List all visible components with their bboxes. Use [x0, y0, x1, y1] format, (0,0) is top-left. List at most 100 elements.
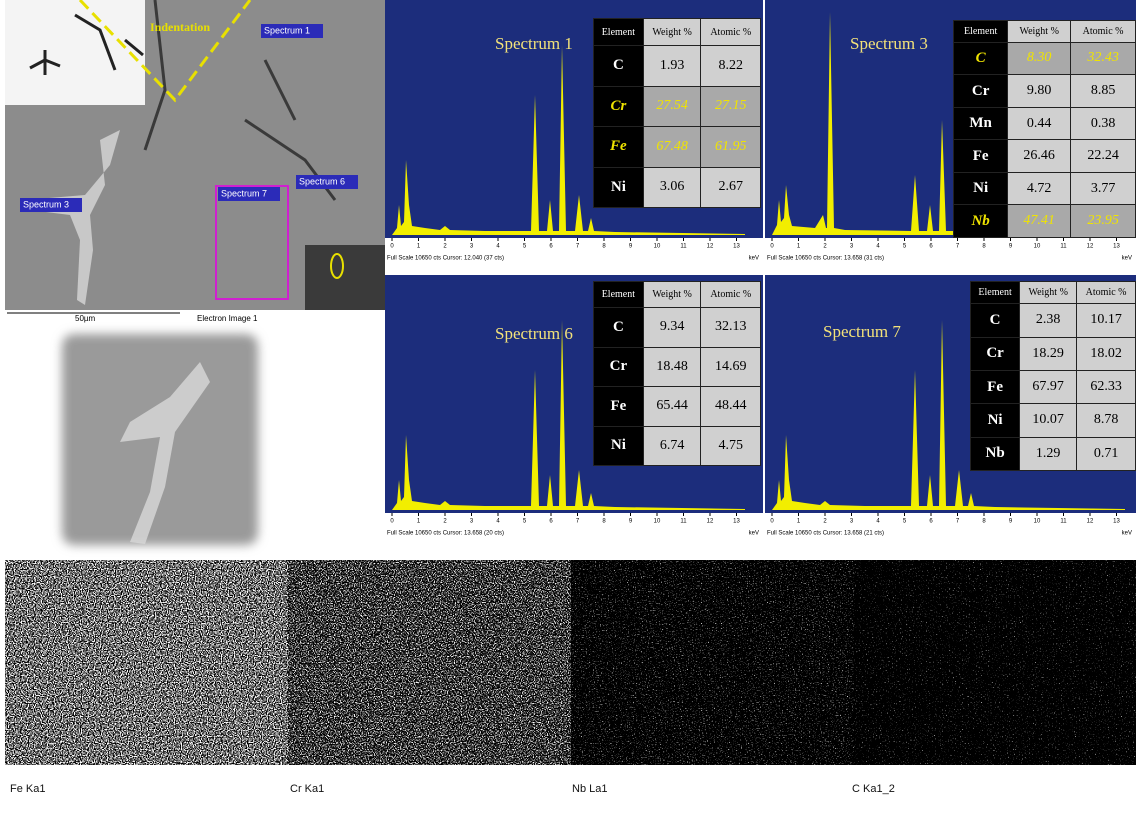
table-header: ElementWeight %Atomic %	[594, 282, 761, 308]
table-cell: 32.43	[1071, 42, 1136, 75]
x-tick-label: 9	[1009, 244, 1013, 250]
header-cell: Element	[594, 19, 644, 46]
x-tick-label: 7	[576, 519, 580, 525]
table-cell: Fe	[594, 127, 644, 168]
spectrum-footer: Full Scale 10650 cts Cursor: 13.658 (20 …	[387, 531, 504, 537]
table-cell: 4.72	[1008, 172, 1071, 205]
map-nb-streak-noise	[571, 560, 854, 765]
header-cell: Element	[954, 21, 1008, 43]
table-cell: Ni	[594, 426, 644, 465]
x-tick-label: 1	[417, 519, 421, 525]
map-nb-streak	[571, 560, 854, 765]
table-cell: 3.06	[643, 167, 701, 208]
indentation-label: Indentation	[150, 20, 210, 34]
table-cell: 22.24	[1071, 140, 1136, 173]
x-tick-label: 3	[850, 519, 854, 525]
x-tick-label: 8	[982, 519, 986, 525]
unit-label: keV	[749, 531, 759, 537]
x-tick-label: 1	[417, 244, 421, 250]
table-cell: 27.15	[701, 86, 761, 127]
x-tick-label: 4	[876, 244, 880, 250]
table-cell: 32.13	[701, 308, 761, 347]
x-tick-label: 8	[602, 244, 606, 250]
table-cell: 4.75	[701, 426, 761, 465]
table-cell: Ni	[971, 404, 1020, 437]
table-header: ElementWeight %Atomic %	[594, 19, 761, 46]
spectrum-footer: Full Scale 10650 cts Cursor: 13.658 (21 …	[767, 531, 884, 537]
unit-label: keV	[1122, 256, 1132, 262]
x-tick-label: 7	[956, 244, 960, 250]
table-row: C2.3810.17	[971, 304, 1136, 337]
table-cell: 18.48	[643, 347, 701, 386]
header-cell: Weight %	[643, 19, 701, 46]
spectrum-panel: Spectrum 3012345678910111213Full Scale 1…	[765, 0, 1136, 265]
table-row: Cr18.2918.02	[971, 337, 1136, 370]
table-cell: 18.29	[1020, 337, 1077, 370]
header-cell: Atomic %	[701, 282, 761, 308]
map-c	[854, 560, 1136, 765]
table-cell: Ni	[954, 172, 1008, 205]
x-tick-label: 10	[1034, 519, 1041, 525]
table-cell: 2.67	[701, 167, 761, 208]
x-tick-label: 5	[903, 519, 907, 525]
x-tick-label: 3	[470, 519, 474, 525]
table-cell: C	[971, 304, 1020, 337]
table-row: Fe65.4448.44	[594, 387, 761, 426]
x-tick-label: 2	[823, 244, 827, 250]
x-tick-label: 9	[1009, 519, 1013, 525]
x-tick-label: 3	[850, 244, 854, 250]
x-tick-label: 12	[1087, 519, 1094, 525]
table-cell: Fe	[594, 387, 644, 426]
x-tick-label: 8	[982, 244, 986, 250]
x-tick-label: 10	[654, 244, 661, 250]
x-tick-label: 6	[549, 244, 553, 250]
table-cell: Nb	[971, 437, 1020, 470]
table-cell: 8.22	[701, 46, 761, 87]
spectrum-title: Spectrum 3	[850, 34, 928, 53]
zoom-image	[50, 322, 270, 557]
element-maps	[5, 560, 1136, 765]
spectrum-label: Spectrum 3	[23, 199, 69, 209]
table-row: Ni6.744.75	[594, 426, 761, 465]
table-row: Ni4.723.77	[954, 172, 1136, 205]
x-tick-label: 6	[549, 519, 553, 525]
table-cell: Fe	[954, 140, 1008, 173]
x-tick-label: 6	[929, 519, 933, 525]
spectrum-title: Spectrum 7	[823, 322, 901, 341]
x-tick-label: 11	[1060, 244, 1067, 250]
table-cell: Fe	[971, 370, 1020, 403]
x-tick-label: 13	[1113, 244, 1120, 250]
unit-label: keV	[1122, 531, 1132, 537]
x-tick-label: 6	[929, 244, 933, 250]
x-tick-label: 13	[733, 519, 740, 525]
spectrum-title: Spectrum 1	[495, 34, 573, 53]
table-cell: Nb	[954, 205, 1008, 238]
figure: Indentation Spectrum 1 Spectrum 3 Spectr…	[0, 0, 1136, 818]
map-label: Cr Ka1	[290, 783, 324, 795]
map-label: C Ka1_2	[852, 783, 895, 795]
x-tick-label: 12	[1087, 244, 1094, 250]
x-tick-label: 5	[523, 519, 527, 525]
table-cell: 8.78	[1077, 404, 1136, 437]
x-tick-label: 11	[680, 519, 687, 525]
x-tick-label: 5	[523, 244, 527, 250]
x-tick-label: 9	[629, 244, 633, 250]
x-tick-label: 7	[576, 244, 580, 250]
header-cell: Element	[971, 282, 1020, 304]
x-tick-label: 7	[956, 519, 960, 525]
table-cell: 1.29	[1020, 437, 1077, 470]
x-tick-label: 11	[1060, 519, 1067, 525]
spectrum-label: Spectrum 6	[299, 176, 345, 186]
sem-image: Indentation Spectrum 1 Spectrum 3 Spectr…	[5, 0, 385, 310]
x-tick-label: 0	[390, 519, 394, 525]
table-cell: 2.38	[1020, 304, 1077, 337]
x-tick-label: 2	[823, 519, 827, 525]
table-cell: 23.95	[1071, 205, 1136, 238]
table-cell: 67.97	[1020, 370, 1077, 403]
table-cell: Cr	[954, 75, 1008, 108]
